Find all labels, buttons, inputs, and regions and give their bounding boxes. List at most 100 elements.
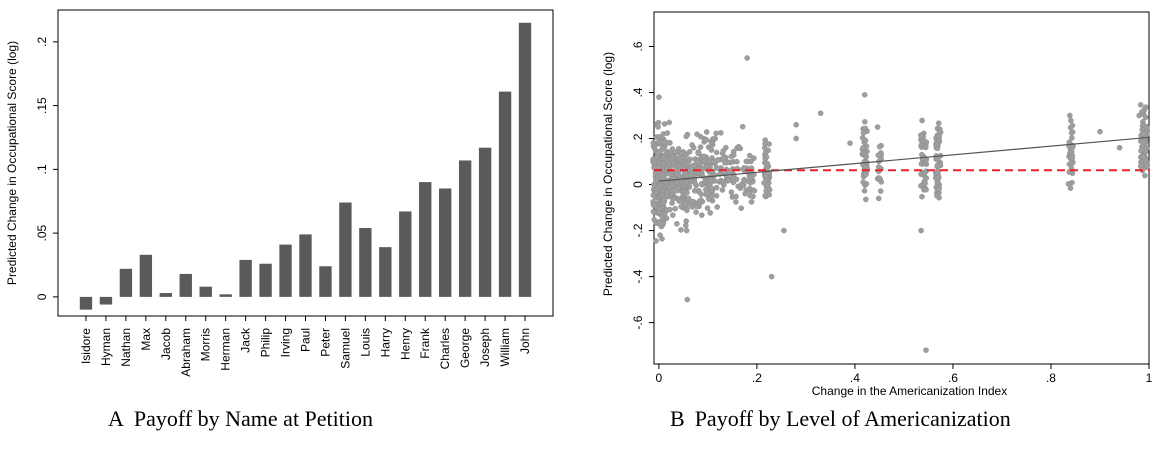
scatter-point (817, 110, 824, 117)
scatter-point (1143, 123, 1150, 130)
x-tick-label: Frank (418, 327, 432, 359)
scatter-point (656, 139, 663, 145)
scatter-point (1069, 155, 1076, 161)
scatter-point (675, 171, 681, 177)
scatter-point (703, 129, 710, 135)
scatter-point (711, 158, 717, 165)
scatter-point (686, 183, 693, 190)
scatter-point (739, 183, 745, 189)
x-tick-label: Hyman (99, 328, 113, 366)
scatter-point (742, 190, 748, 197)
scatter-point (695, 157, 701, 164)
y-tick-label: -.2 (631, 223, 645, 237)
y-tick-label: .6 (631, 41, 645, 51)
scatter-point (743, 158, 750, 165)
scatter-point (682, 201, 689, 207)
caption-a-text: Payoff by Name at Petition (133, 406, 374, 431)
scatter-point (918, 160, 925, 167)
scatter-point (920, 138, 927, 144)
scatter-point (922, 180, 928, 187)
scatter-point (708, 185, 715, 191)
scatter-point (713, 149, 720, 156)
scatter-point (678, 227, 684, 233)
scatter-point (761, 180, 767, 186)
y-tick-label: -.4 (631, 269, 645, 283)
scatter-point (678, 203, 684, 210)
scatter-point (874, 124, 881, 130)
scatter-point (674, 179, 680, 186)
scatter-point (728, 189, 735, 195)
scatter-point (738, 205, 745, 211)
bar-louis (359, 228, 372, 297)
scatter-point (683, 218, 689, 224)
scatter-point (695, 150, 701, 157)
scatter-point (919, 117, 925, 124)
scatter-point (698, 212, 705, 218)
scatter-point (684, 161, 691, 167)
scatter-point (862, 119, 868, 125)
scatter-point (653, 238, 659, 244)
scatter-point (875, 195, 882, 202)
x-axis-label: Change in the Americanization Index (812, 384, 1007, 398)
scatter-point (697, 144, 704, 150)
x-tick-label: Louis (358, 328, 372, 357)
bar-morris (199, 286, 212, 297)
scatter-point (684, 207, 690, 214)
scatter-point (660, 161, 666, 167)
bar-herman (219, 294, 232, 297)
bar-max (139, 254, 153, 297)
scatter-point (762, 149, 769, 156)
scatter-point (748, 199, 755, 205)
y-tick-label: .15 (35, 97, 49, 114)
scatter-point (1067, 112, 1073, 119)
scatter-point (768, 273, 775, 280)
scatter-point (740, 166, 746, 173)
x-tick-label: Henry (398, 328, 412, 360)
scatter-point (664, 130, 671, 136)
scatter-point (687, 156, 693, 163)
scatter-point (1068, 117, 1074, 124)
x-tick-label: 0 (656, 371, 663, 385)
scatter-point (670, 196, 676, 202)
x-tick-label: .4 (850, 371, 860, 385)
bar-peter (319, 266, 332, 297)
scatter-point (692, 180, 698, 186)
bar-joseph (478, 147, 492, 297)
scatter-point (690, 144, 697, 151)
panel-b-scatter-chart: -.6 -.4 -.2 0 .2 .4 .6 Predicted Change in Occu… (582, 0, 1154, 457)
scatter-point (762, 137, 769, 143)
scatter-point (698, 180, 705, 187)
fit-line (658, 136, 1150, 182)
y-axis-label: Predicted Change in Occupational Score (… (5, 41, 19, 285)
scatter-point (746, 152, 753, 159)
scatter-point (703, 186, 709, 193)
scatter-chart-svg: -.6 -.4 -.2 0 .2 .4 .6 Predicted Change in Occu… (601, 11, 1153, 398)
scatter-point (663, 215, 670, 222)
x-tick-label: Peter (318, 328, 332, 357)
scatter-point (713, 184, 720, 191)
x-tick-label: Paul (299, 328, 313, 352)
x-tick-label: Samuel (338, 328, 352, 369)
y-tick-label: .4 (631, 87, 645, 97)
scatter-point (766, 186, 773, 193)
scatter-point (663, 150, 670, 157)
x-tick-label: Joseph (478, 328, 492, 367)
scatter-point (723, 144, 729, 151)
scatter-point (704, 205, 711, 211)
plot-frame (653, 11, 1150, 365)
scatter-point (1143, 104, 1149, 110)
scatter-point (656, 94, 662, 100)
scatter-point (693, 203, 700, 210)
scatter-point (934, 141, 940, 148)
scatter-point (1069, 144, 1076, 151)
y-tick-label: .2 (631, 133, 645, 143)
scatter-point (650, 140, 657, 146)
bar-henry (399, 211, 412, 297)
x-tick-label: .8 (1046, 371, 1056, 385)
y-tick-label: .1 (35, 164, 49, 174)
scatter-point (923, 186, 929, 193)
scatter-point (919, 193, 925, 200)
scatter-point (937, 126, 943, 132)
scatter-point (707, 145, 714, 152)
scatter-point (667, 206, 673, 213)
